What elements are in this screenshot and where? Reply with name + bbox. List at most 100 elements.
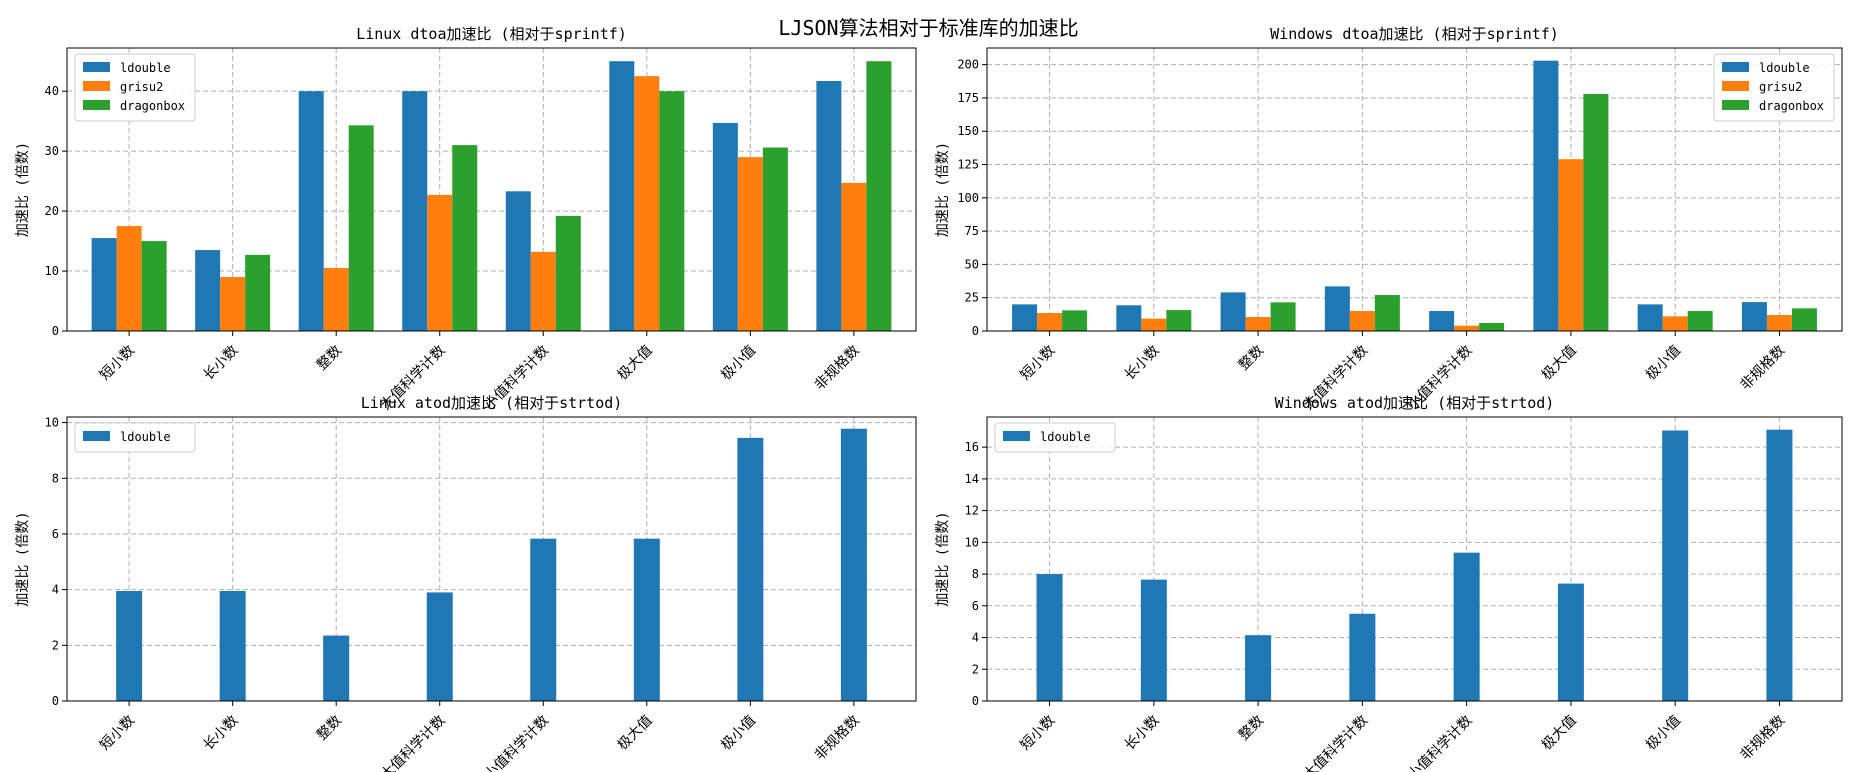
bar-ldouble <box>1637 304 1663 331</box>
bar-dragonbox <box>762 147 788 331</box>
bar-grisu2 <box>220 277 246 331</box>
figure-title: LJSON算法相对于标准库的加速比 <box>778 16 1079 40</box>
bar-ldouble <box>609 61 635 332</box>
x-tick-label: 极大值 <box>615 713 656 754</box>
bar-dragonbox <box>452 145 478 331</box>
y-axis-label: 加速比 (倍数) <box>935 511 951 606</box>
legend-box <box>994 422 1116 453</box>
plot-frame <box>986 47 1843 332</box>
y-tick-label: 2 <box>972 662 979 676</box>
y-tick-label: 16 <box>965 440 979 454</box>
legend: ldouble <box>994 422 1116 453</box>
bar-grisu2 <box>737 157 763 331</box>
legend: ldouble <box>74 422 196 453</box>
bar-grisu2 <box>1662 316 1688 331</box>
bar-dragonbox <box>141 241 167 331</box>
y-tick-label: 200 <box>957 58 979 72</box>
bar-dragonbox <box>348 125 374 331</box>
x-tick-label: 非规格数 <box>812 343 863 394</box>
y-tick-label: 125 <box>957 158 979 172</box>
x-tick-label: 长小数 <box>1122 343 1163 384</box>
plot-frame <box>66 416 917 702</box>
bar-ldouble <box>195 250 221 331</box>
bar-dragonbox <box>555 215 581 331</box>
bar-grisu2 <box>323 268 349 331</box>
chart-panel-3: 0 2 4 6 8 10 短小数 长小数 整数 大值科学计数 小值科学计数 极大值 极小值 非规格数 Lin… <box>15 394 917 772</box>
legend-entry: grisu2 <box>120 80 163 94</box>
x-tick-label: 极大值 <box>1539 343 1580 384</box>
y-tick-label: 0 <box>972 694 979 708</box>
bar-ldouble <box>505 191 531 331</box>
legend: ldouble grisu2 dragonbox <box>1713 53 1835 122</box>
x-tick-label: 长小数 <box>200 343 241 384</box>
bar-ldouble <box>816 80 842 332</box>
bar-grisu2 <box>1766 315 1792 331</box>
bar-ldouble <box>91 238 117 331</box>
bar-ldouble <box>1349 613 1376 701</box>
y-axis-label: 加速比 (倍数) <box>935 142 951 237</box>
y-tick-label: 14 <box>965 472 979 486</box>
bar-ldouble <box>1036 574 1063 701</box>
y-tick-label: 40 <box>45 84 59 98</box>
x-tick-label: 整数 <box>314 713 345 744</box>
bar-ldouble <box>712 122 738 331</box>
plot-frame <box>66 47 917 332</box>
bar-grisu2 <box>1454 325 1480 331</box>
bar-ldouble <box>219 591 246 701</box>
legend-entry: ldouble <box>1759 61 1810 75</box>
bar-ldouble <box>116 591 143 701</box>
x-tick-label: 非规格数 <box>1737 343 1788 394</box>
y-tick-label: 2 <box>52 638 59 652</box>
bar-ldouble <box>402 91 428 331</box>
x-tick-label: 整数 <box>1236 343 1267 374</box>
x-tick-label: 短小数 <box>97 343 138 384</box>
legend-swatch <box>1722 62 1749 72</box>
legend-entry: ldouble <box>1040 430 1091 444</box>
y-axis-label: 加速比 (倍数) <box>15 142 31 237</box>
bar-dragonbox <box>1479 323 1505 331</box>
bar-grisu2 <box>1558 159 1584 331</box>
bar-grisu2 <box>634 76 660 331</box>
y-tick-label: 25 <box>965 291 979 305</box>
bar-grisu2 <box>530 251 556 331</box>
y-tick-label: 6 <box>972 599 979 613</box>
legend-entry: dragonbox <box>1759 99 1824 113</box>
bar-grisu2 <box>1141 318 1167 331</box>
x-tick-label: 短小数 <box>1017 713 1058 754</box>
y-tick-label: 4 <box>972 631 979 645</box>
legend-swatch <box>1722 100 1749 110</box>
y-tick-label: 20 <box>45 204 59 218</box>
bar-ldouble <box>530 538 557 701</box>
y-tick-label: 175 <box>957 91 979 105</box>
chart-title: Windows dtoa加速比 (相对于sprintf) <box>1270 25 1559 43</box>
legend-entry: ldouble <box>120 430 171 444</box>
y-axis-label: 加速比 (倍数) <box>15 511 31 606</box>
bar-ldouble <box>1662 430 1689 701</box>
bar-ldouble <box>1557 583 1584 701</box>
x-tick-label: 长小数 <box>200 713 241 754</box>
bar-grisu2 <box>427 194 453 331</box>
bar-ldouble <box>1140 579 1167 701</box>
bar-grisu2 <box>1245 317 1271 331</box>
y-tick-label: 10 <box>45 264 59 278</box>
bar-ldouble <box>1429 311 1455 331</box>
bar-grisu2 <box>116 226 142 331</box>
x-tick-label: 极小值 <box>1643 343 1684 384</box>
x-tick-label: 极小值 <box>1643 713 1684 754</box>
bar-dragonbox <box>1791 308 1817 331</box>
bar-ldouble <box>1245 635 1272 701</box>
bar-ldouble <box>298 91 324 331</box>
bar-dragonbox <box>659 91 685 331</box>
bar-ldouble <box>1220 292 1246 331</box>
y-tick-label: 0 <box>52 324 59 338</box>
legend-swatch <box>1003 431 1030 441</box>
chart-title: Linux dtoa加速比 (相对于sprintf) <box>356 25 627 43</box>
x-tick-label: 小值科学计数 <box>481 713 552 772</box>
x-tick-label: 大值科学计数 <box>378 713 449 772</box>
legend-entry: grisu2 <box>1759 80 1802 94</box>
y-tick-label: 6 <box>52 527 59 541</box>
legend-entry: ldouble <box>120 61 171 75</box>
x-tick-label: 大值科学计数 <box>1300 713 1371 772</box>
x-tick-label: 极小值 <box>718 713 759 754</box>
chart-title: Linux atod加速比 (相对于strtod) <box>361 394 623 412</box>
